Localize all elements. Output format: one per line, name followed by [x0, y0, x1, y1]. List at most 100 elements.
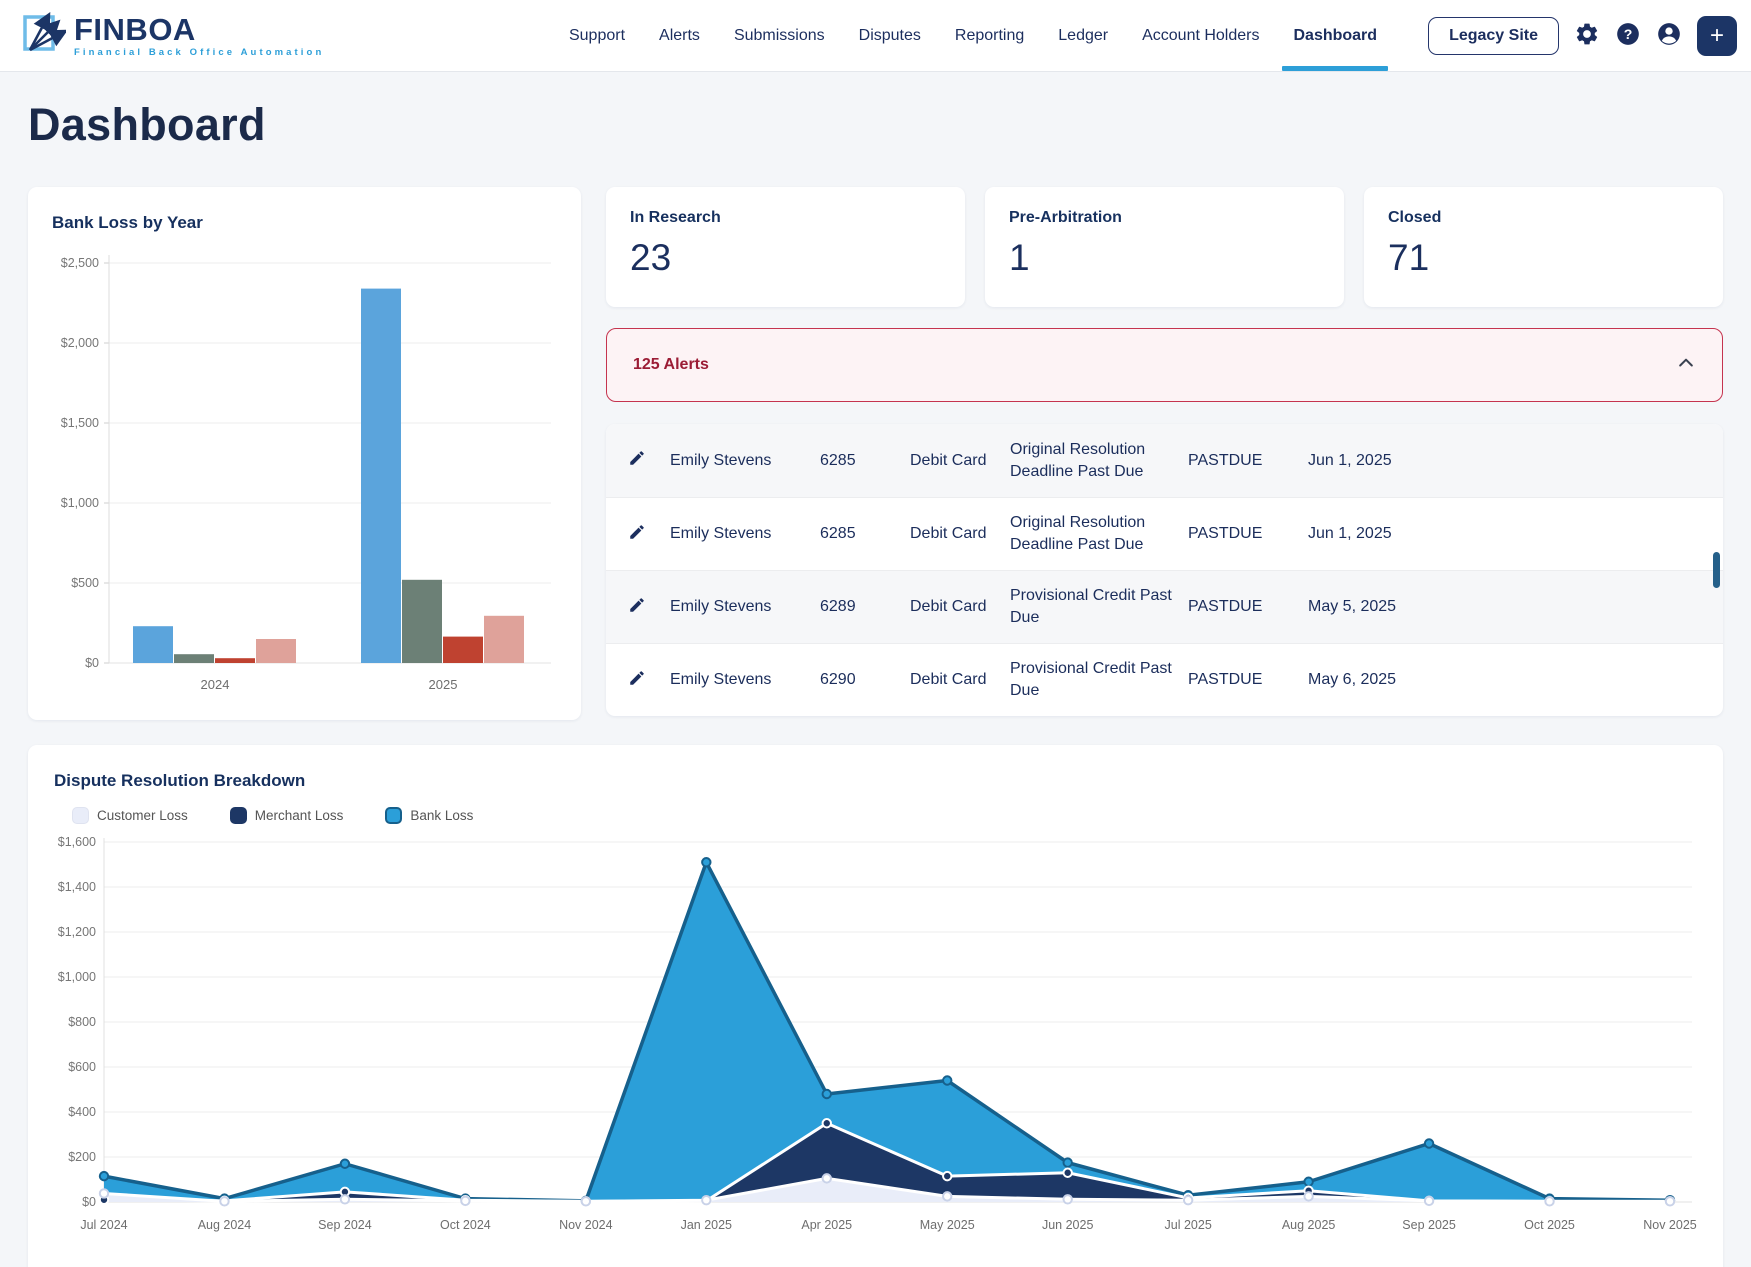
- svg-text:$800: $800: [68, 1015, 96, 1029]
- alert-case-number: 6285: [820, 525, 856, 542]
- legacy-site-button[interactable]: Legacy Site: [1428, 16, 1559, 55]
- svg-text:2025: 2025: [429, 677, 458, 692]
- chevron-up-icon[interactable]: [1676, 353, 1696, 378]
- svg-text:$400: $400: [68, 1105, 96, 1119]
- svg-text:Jun 2025: Jun 2025: [1042, 1218, 1093, 1232]
- alert-card-type: Debit Card: [910, 451, 987, 469]
- alert-case-number: 6290: [820, 671, 856, 688]
- svg-text:$600: $600: [68, 1060, 96, 1074]
- alert-date: Jun 1, 2025: [1308, 451, 1392, 469]
- nav-item-account-holders[interactable]: Account Holders: [1142, 26, 1260, 44]
- svg-text:$1,000: $1,000: [58, 970, 96, 984]
- edit-pencil-icon[interactable]: [628, 669, 670, 692]
- account-button[interactable]: [1656, 21, 1682, 50]
- alert-card-type: Debit Card: [910, 525, 987, 542]
- stat-card-in-research: In Research 23: [606, 187, 965, 307]
- svg-text:Jul 2024: Jul 2024: [80, 1218, 127, 1232]
- nav-item-reporting[interactable]: Reporting: [954, 26, 1025, 44]
- merchant-loss-swatch: [229, 807, 247, 824]
- stat-value: 23: [630, 237, 672, 278]
- alert-name: Emily Stevens: [670, 525, 772, 542]
- svg-text:$1,500: $1,500: [61, 416, 99, 430]
- svg-text:Nov 2025: Nov 2025: [1643, 1218, 1697, 1232]
- help-button[interactable]: ?: [1615, 21, 1641, 50]
- stat-card-pre-arbitration: Pre-Arbitration 1: [985, 187, 1344, 307]
- svg-text:Oct 2024: Oct 2024: [440, 1218, 491, 1232]
- stat-label: In Research: [630, 209, 721, 226]
- stats-row: In Research 23 Pre-Arbitration 1 Closed …: [606, 187, 1723, 307]
- area-chart-title: Dispute Resolution Breakdown: [54, 771, 306, 790]
- header-actions: Legacy Site ?: [1428, 0, 1737, 71]
- alert-date: May 6, 2025: [1308, 671, 1397, 688]
- nav-item-alerts[interactable]: Alerts: [659, 26, 700, 44]
- alert-case-number: 6285: [820, 451, 856, 469]
- nav-item-submissions[interactable]: Submissions: [733, 26, 825, 44]
- stat-value: 71: [1388, 237, 1430, 278]
- bank-loss-bar-chart: $0 $500 $1,000 $1,500 $2,000 $2,500 2024 2025: [52, 233, 557, 714]
- logo-tagline: Financial Back Office Automation: [74, 46, 325, 58]
- svg-text:$1,400: $1,400: [58, 880, 96, 894]
- add-button[interactable]: +: [1697, 15, 1737, 56]
- chart-legend: Customer Loss Merchant Loss Bank Loss: [72, 807, 1697, 824]
- alerts-table: Emily Stevens 6285 Debit Card Original R…: [606, 424, 1723, 716]
- svg-text:Oct 2025: Oct 2025: [1524, 1218, 1575, 1232]
- svg-text:Jan 2025: Jan 2025: [681, 1218, 732, 1232]
- legend-item-bank-loss[interactable]: Bank Loss: [385, 807, 473, 824]
- svg-text:Apr 2025: Apr 2025: [801, 1218, 852, 1232]
- logo-name: FINBOA: [74, 11, 196, 47]
- nav-item-dashboard[interactable]: Dashboard: [1278, 0, 1392, 71]
- table-row[interactable]: Emily Stevens 6289 Debit Card Provisiona…: [606, 570, 1723, 643]
- customer-loss-swatch: [72, 807, 89, 824]
- alert-case-number: 6289: [820, 598, 856, 615]
- alert-name: Emily Stevens: [670, 598, 772, 615]
- settings-button[interactable]: [1574, 21, 1600, 50]
- svg-text:$1,000: $1,000: [61, 496, 99, 510]
- alert-reason: Provisional Credit Past Due: [1010, 587, 1172, 626]
- legend-item-customer-loss[interactable]: Customer Loss: [72, 807, 188, 824]
- svg-text:$500: $500: [71, 576, 99, 590]
- table-scrollbar-thumb[interactable]: [1713, 552, 1720, 588]
- alert-status: PASTDUE: [1188, 451, 1263, 469]
- svg-text:?: ?: [1624, 26, 1633, 42]
- svg-text:$2,500: $2,500: [61, 256, 99, 270]
- nav-item-support[interactable]: Support: [568, 26, 626, 44]
- svg-text:$0: $0: [85, 656, 99, 670]
- edit-pencil-icon[interactable]: [628, 449, 670, 472]
- svg-text:Aug 2025: Aug 2025: [1282, 1218, 1336, 1232]
- svg-text:May 2025: May 2025: [920, 1218, 975, 1232]
- logo[interactable]: FINBOA Financial Back Office Automation: [22, 0, 324, 71]
- alert-reason: Provisional Credit Past Due: [1010, 660, 1172, 699]
- svg-text:$1,600: $1,600: [58, 835, 96, 849]
- edit-pencil-icon[interactable]: [628, 523, 670, 546]
- alert-name: Emily Stevens: [670, 671, 772, 688]
- stat-value: 1: [1009, 237, 1030, 278]
- gear-icon: [1574, 21, 1600, 50]
- legend-label: Bank Loss: [410, 808, 474, 823]
- svg-text:$1,200: $1,200: [58, 925, 96, 939]
- svg-text:Aug 2024: Aug 2024: [198, 1218, 252, 1232]
- legend-item-merchant-loss[interactable]: Merchant Loss: [229, 807, 343, 824]
- help-icon: ?: [1615, 21, 1641, 50]
- app-header: FINBOA Financial Back Office Automation …: [0, 0, 1751, 72]
- alert-card-type: Debit Card: [910, 598, 987, 615]
- nav-item-disputes[interactable]: Disputes: [858, 26, 921, 44]
- edit-pencil-icon[interactable]: [628, 596, 670, 619]
- svg-text:$200: $200: [68, 1150, 96, 1164]
- nav-item-ledger[interactable]: Ledger: [1058, 26, 1109, 44]
- table-row[interactable]: Emily Stevens 6285 Debit Card Original R…: [606, 424, 1723, 497]
- svg-text:Sep 2025: Sep 2025: [1402, 1218, 1456, 1232]
- dispute-resolution-area-chart: $0 $200 $400 $600 $800 $1,000 $1,200 $1,400 $1,6…: [54, 830, 1697, 1255]
- svg-text:$0: $0: [82, 1195, 96, 1209]
- alert-reason: Original Resolution Deadline Past Due: [1010, 440, 1146, 480]
- alert-status: PASTDUE: [1188, 598, 1263, 615]
- user-icon: [1656, 21, 1682, 50]
- dispute-resolution-card: Dispute Resolution Breakdown Customer Lo…: [28, 745, 1723, 1267]
- alerts-banner[interactable]: 125 Alerts: [606, 328, 1723, 402]
- table-row[interactable]: Emily Stevens 6290 Debit Card Provisiona…: [606, 643, 1723, 716]
- table-row[interactable]: Emily Stevens 6285 Debit Card Original R…: [606, 497, 1723, 570]
- stat-label: Closed: [1388, 209, 1442, 226]
- bar-chart-title: Bank Loss by Year: [52, 213, 203, 232]
- svg-text:Nov 2024: Nov 2024: [559, 1218, 613, 1232]
- svg-text:2024: 2024: [201, 677, 230, 692]
- stat-card-closed: Closed 71: [1364, 187, 1723, 307]
